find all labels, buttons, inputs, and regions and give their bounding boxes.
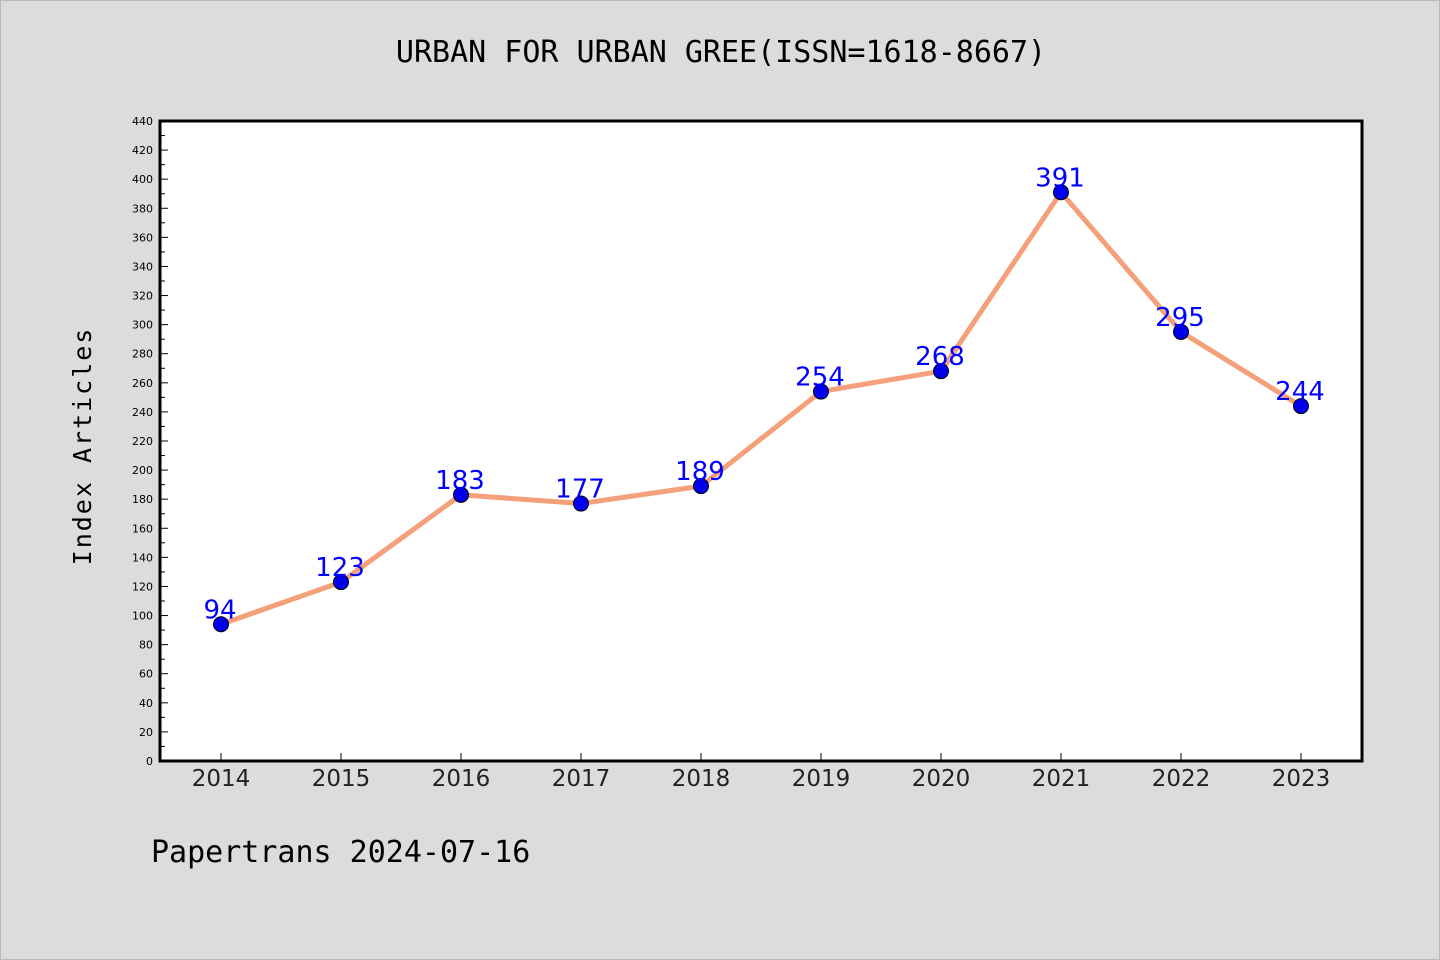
- y-tick-label: 160: [132, 522, 153, 535]
- x-tick-label: 2017: [552, 766, 611, 792]
- y-tick-label: 420: [132, 144, 153, 157]
- y-tick-label: 220: [132, 435, 153, 448]
- data-label: 94: [203, 595, 236, 625]
- y-tick-label: 80: [139, 639, 153, 652]
- y-tick-label: 440: [132, 115, 153, 128]
- data-point: [1293, 398, 1309, 415]
- data-label: 183: [435, 466, 485, 496]
- y-tick-label: 20: [139, 726, 153, 739]
- y-tick-label: 100: [132, 610, 153, 623]
- data-point: [213, 616, 229, 633]
- y-tick-label: 120: [132, 580, 153, 593]
- series-line: [220, 189, 1303, 627]
- data-point: [573, 495, 589, 512]
- x-tick-label: 2018: [672, 766, 731, 792]
- footer-credit: Papertrans 2024-07-16: [151, 835, 531, 870]
- y-tick-label: 60: [139, 668, 153, 681]
- x-tick-label: 2015: [312, 766, 371, 792]
- data-label: 189: [675, 457, 725, 487]
- data-label: 123: [315, 553, 365, 583]
- y-tick-label: 0: [146, 755, 153, 768]
- y-tick-label: 380: [132, 202, 153, 215]
- y-tick-label: 200: [132, 464, 153, 477]
- data-label: 268: [915, 342, 965, 372]
- y-tick-label: 240: [132, 406, 153, 419]
- data-label: 177: [555, 475, 605, 505]
- chart-title: URBAN FOR URBAN GREE(ISSN=1618-8667): [395, 35, 1047, 70]
- data-point: [333, 574, 349, 591]
- data-label: 295: [1155, 303, 1205, 333]
- y-tick-label: 300: [132, 319, 153, 332]
- data-point: [693, 478, 709, 495]
- y-tick-label: 280: [132, 348, 153, 361]
- y-tick-label: 180: [132, 493, 153, 506]
- data-label: 244: [1275, 377, 1325, 407]
- x-tick-label: 2020: [912, 766, 971, 792]
- y-tick-label: 360: [132, 231, 153, 244]
- x-tick-label: 2019: [792, 766, 851, 792]
- y-tick-label: 260: [132, 377, 153, 390]
- y-axis-label: Index Articles: [68, 327, 97, 566]
- data-label: 391: [1035, 163, 1085, 193]
- data-point: [453, 486, 469, 503]
- y-tick-label: 400: [132, 173, 153, 186]
- x-tick-label: 2016: [432, 766, 491, 792]
- data-point: [813, 383, 829, 400]
- x-tick-label: 2023: [1272, 766, 1331, 792]
- x-tick-label: 2014: [192, 766, 251, 792]
- y-tick-label: 40: [139, 697, 153, 710]
- data-label: 254: [795, 363, 845, 393]
- data-point: [933, 363, 949, 380]
- x-tick-label: 2022: [1152, 766, 1211, 792]
- y-tick-label: 320: [132, 290, 153, 303]
- data-point: [1053, 184, 1069, 201]
- data-point: [1173, 323, 1189, 340]
- x-tick-label: 2021: [1032, 766, 1091, 792]
- y-tick-label: 340: [132, 260, 153, 273]
- y-tick-label: 140: [132, 551, 153, 564]
